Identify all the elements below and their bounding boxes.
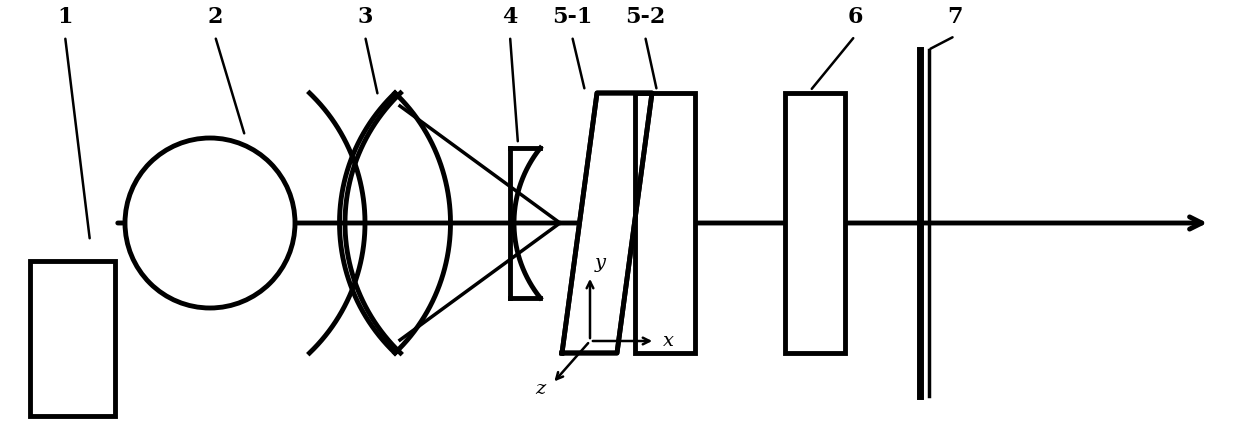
Text: z: z <box>536 380 546 397</box>
Text: 6: 6 <box>847 6 863 28</box>
Polygon shape <box>562 93 652 353</box>
Text: 2: 2 <box>207 6 223 28</box>
Circle shape <box>125 138 295 308</box>
Text: 1: 1 <box>57 6 73 28</box>
Text: 3: 3 <box>357 6 373 28</box>
Text: x: x <box>663 332 675 350</box>
Bar <box>30 261 115 416</box>
Text: 4: 4 <box>502 6 517 28</box>
Text: y: y <box>595 254 606 272</box>
Bar <box>785 93 844 353</box>
Text: 5-1: 5-1 <box>552 6 593 28</box>
Text: 7: 7 <box>947 6 962 28</box>
Bar <box>635 93 694 353</box>
Text: 5-2: 5-2 <box>625 6 665 28</box>
